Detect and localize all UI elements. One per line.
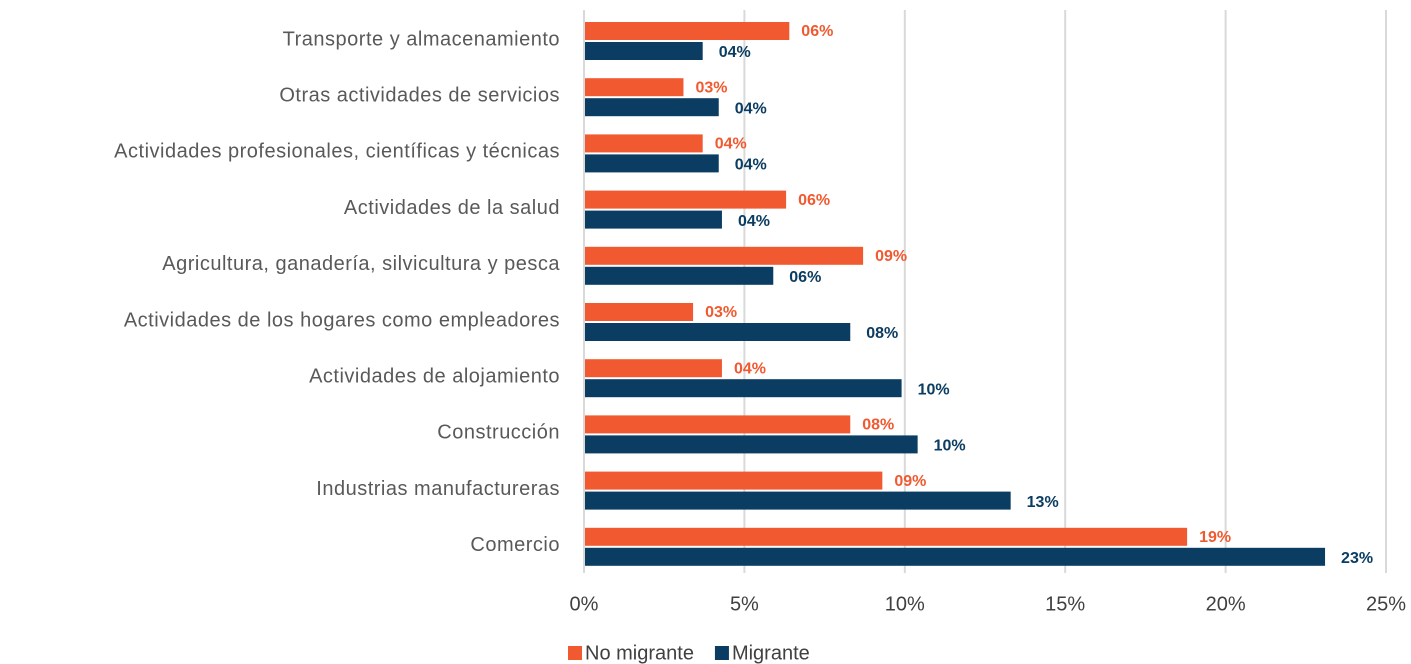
bar [584, 323, 851, 341]
bar [584, 98, 719, 117]
data-label: 03% [705, 304, 737, 321]
data-label: 08% [862, 417, 894, 434]
legend-label: No migrante [585, 642, 694, 664]
category-label: Actividades de alojamiento [309, 365, 560, 387]
bar [584, 359, 722, 378]
data-label: 06% [789, 269, 821, 286]
bar [584, 435, 918, 454]
bar [584, 78, 684, 97]
data-label: 04% [734, 360, 766, 377]
category-label: Construcción [437, 422, 560, 444]
legend-label: Migrante [732, 642, 810, 664]
data-label: 10% [918, 381, 950, 398]
data-label: 04% [735, 157, 767, 174]
x-tick-label: 15% [1045, 593, 1085, 615]
data-label: 06% [801, 23, 833, 40]
category-label: Actividades de la salud [344, 197, 560, 219]
data-label: 04% [719, 44, 751, 61]
bar [584, 246, 864, 265]
x-tick-label: 20% [1206, 593, 1246, 615]
category-label: Actividades de los hogares como empleado… [124, 309, 560, 331]
bar [584, 22, 790, 40]
bar [584, 190, 787, 209]
bar [584, 134, 703, 153]
data-label: 08% [866, 325, 898, 342]
data-label: 19% [1199, 529, 1231, 546]
bar [584, 471, 883, 490]
bar [584, 415, 851, 434]
category-label: Otras actividades de servicios [279, 84, 560, 106]
data-label: 23% [1341, 550, 1373, 567]
bar [584, 379, 902, 398]
x-tick-label: 10% [885, 593, 925, 615]
category-label: Transporte y almacenamiento [283, 28, 560, 50]
bar [584, 154, 719, 173]
category-label: Agricultura, ganadería, silvicultura y p… [162, 253, 560, 275]
category-label: Industrias manufactureras [316, 478, 560, 500]
data-label: 13% [1027, 494, 1059, 511]
bar [584, 210, 722, 229]
data-label: 10% [934, 438, 966, 455]
bar [584, 547, 1326, 566]
bar [584, 527, 1188, 546]
bar [584, 266, 774, 285]
legend-swatch [568, 646, 582, 660]
data-label: 04% [738, 213, 770, 230]
x-tick-label: 25% [1366, 593, 1406, 615]
data-label: 04% [715, 136, 747, 153]
legend-swatch [714, 646, 729, 660]
bar [584, 491, 1011, 510]
bar [584, 42, 703, 60]
data-label: 09% [875, 248, 907, 265]
data-label: 09% [894, 473, 926, 490]
category-label: Comercio [470, 534, 560, 556]
x-tick-label: 0% [570, 593, 599, 615]
data-label: 04% [735, 100, 767, 117]
data-label: 03% [695, 79, 727, 96]
bar [584, 303, 694, 321]
x-tick-label: 5% [730, 593, 759, 615]
data-label: 06% [798, 192, 830, 209]
category-label: Actividades profesionales, científicas y… [114, 141, 560, 163]
